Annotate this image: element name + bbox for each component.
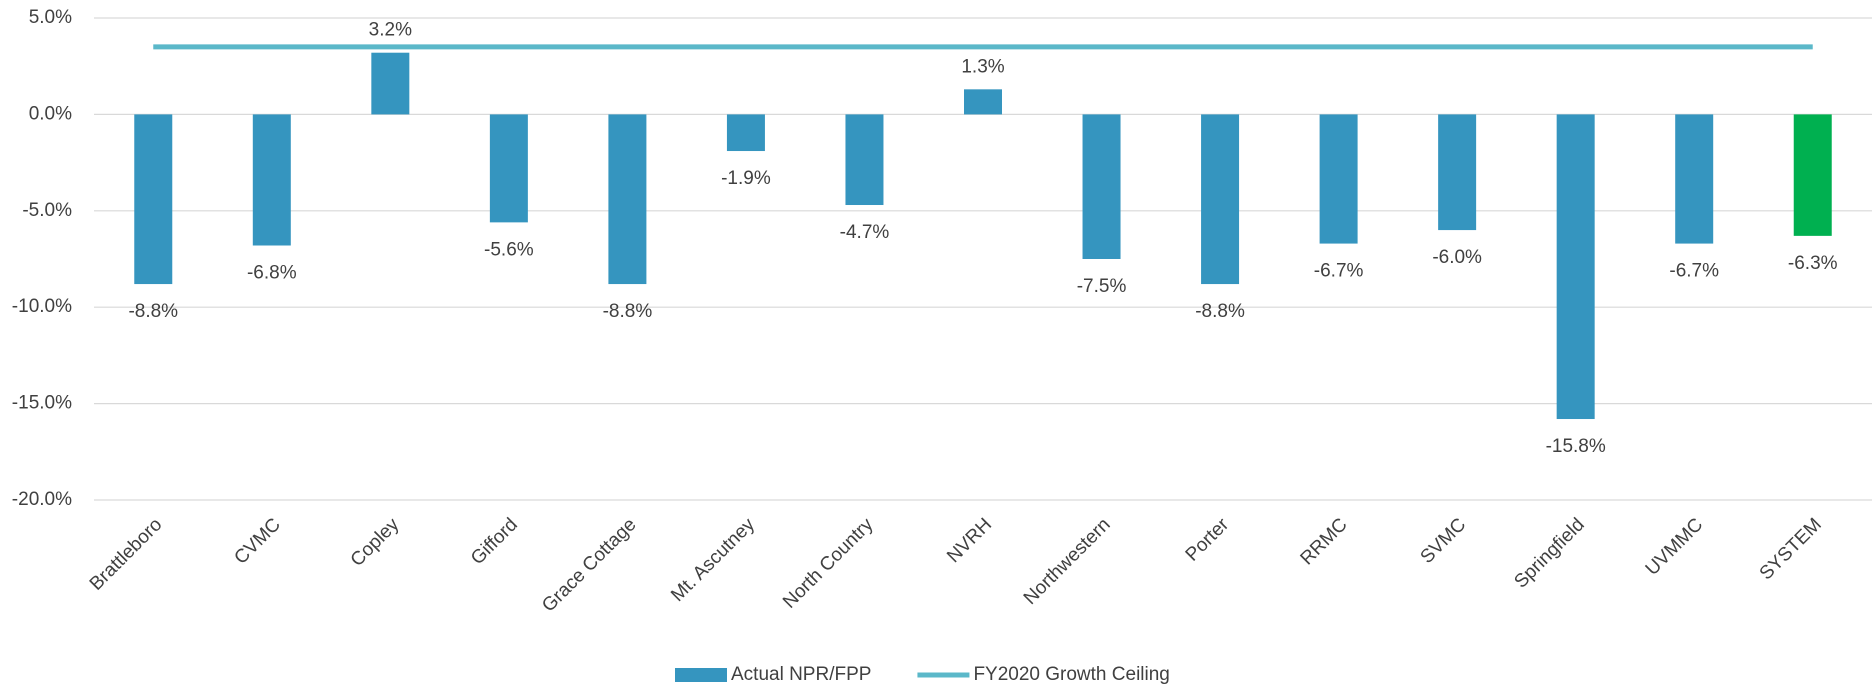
- bar: [1438, 114, 1477, 231]
- data-label: -6.7%: [1669, 261, 1719, 282]
- x-tick-label: Northwestern: [1020, 514, 1115, 609]
- data-label: -1.9%: [721, 168, 771, 189]
- bar: [1319, 114, 1358, 244]
- x-tick-label: Mt. Ascutney: [667, 514, 759, 606]
- y-tick-label: -15.0%: [12, 393, 72, 414]
- y-tick-label: 5.0%: [29, 7, 72, 28]
- bar: [371, 52, 410, 115]
- x-tick-label: North Country: [779, 514, 878, 613]
- data-label: -15.8%: [1546, 436, 1606, 457]
- y-tick-label: 0.0%: [29, 103, 72, 124]
- legend-swatch: [675, 668, 727, 682]
- data-label: -6.8%: [247, 263, 297, 284]
- x-tick-label: Grace Cottage: [538, 514, 640, 616]
- bar: [1201, 114, 1240, 285]
- x-tick-label: NVRH: [943, 514, 996, 567]
- bar: [1082, 114, 1121, 260]
- y-tick-label: -10.0%: [12, 296, 72, 317]
- bar: [1675, 114, 1714, 244]
- x-tick-label: Porter: [1182, 514, 1234, 566]
- data-label: -6.7%: [1314, 261, 1364, 282]
- y-tick-label: -5.0%: [22, 200, 72, 221]
- bar: [489, 114, 528, 223]
- y-tick-label: -20.0%: [12, 489, 72, 510]
- x-tick-label: Brattleboro: [86, 514, 167, 595]
- x-tick-label: SVMC: [1417, 514, 1471, 568]
- x-tick-label: Springfield: [1510, 514, 1588, 592]
- bar: [608, 114, 647, 285]
- data-label: -5.6%: [484, 239, 534, 260]
- bar: [845, 114, 884, 206]
- data-label: 1.3%: [961, 56, 1004, 77]
- x-tick-label: Gifford: [467, 514, 522, 569]
- x-tick-label: CVMC: [230, 514, 284, 568]
- x-tick-label: RRMC: [1297, 514, 1352, 569]
- data-label: -8.8%: [128, 301, 178, 322]
- x-tick-label: SYSTEM: [1756, 514, 1826, 584]
- bar: [1556, 114, 1595, 420]
- legend-label: FY2020 Growth Ceiling: [973, 664, 1169, 685]
- x-tick-label: Copley: [347, 514, 404, 571]
- data-label: -8.8%: [603, 301, 653, 322]
- data-label: -8.8%: [1195, 301, 1245, 322]
- legend-label: Actual NPR/FPP: [731, 664, 871, 685]
- data-label: -6.3%: [1788, 253, 1838, 274]
- data-label: -6.0%: [1432, 247, 1482, 268]
- bar: [252, 114, 291, 246]
- bar: [134, 114, 173, 285]
- data-label: -7.5%: [1077, 276, 1127, 297]
- data-label: 3.2%: [369, 20, 412, 41]
- bar: [1793, 114, 1832, 236]
- data-label: -4.7%: [840, 222, 890, 243]
- bar: [726, 114, 765, 152]
- bar: [964, 89, 1002, 115]
- x-tick-label: UVMMC: [1642, 514, 1708, 580]
